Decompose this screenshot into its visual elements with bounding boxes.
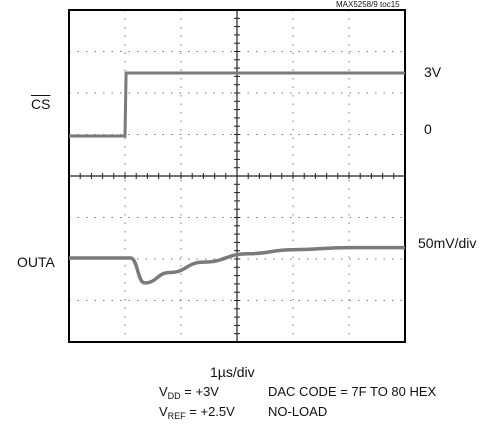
vref-condition: VREF = +2.5V	[159, 404, 235, 421]
outa-scale-label: 50mV/div	[418, 235, 477, 251]
grid	[68, 9, 406, 343]
cs-channel-label: CS	[31, 96, 51, 112]
traces	[68, 71, 405, 285]
time-scale-label: 1µs/div	[210, 364, 255, 380]
cs-trace	[69, 71, 405, 138]
vdd-condition: VDD = +3V	[159, 384, 219, 401]
figure-id: MAX5258/9 toc15	[336, 0, 400, 9]
outa-trace	[68, 245, 405, 285]
outa-channel-label: OUTA	[17, 254, 55, 270]
cs-high-level-label: 3V	[424, 64, 442, 80]
load-condition: NO-LOAD	[268, 404, 328, 419]
plot-frame	[68, 9, 406, 343]
dac-code-condition: DAC CODE = 7F TO 80 HEX	[268, 384, 437, 399]
cs-low-level-label: 0	[424, 121, 432, 137]
